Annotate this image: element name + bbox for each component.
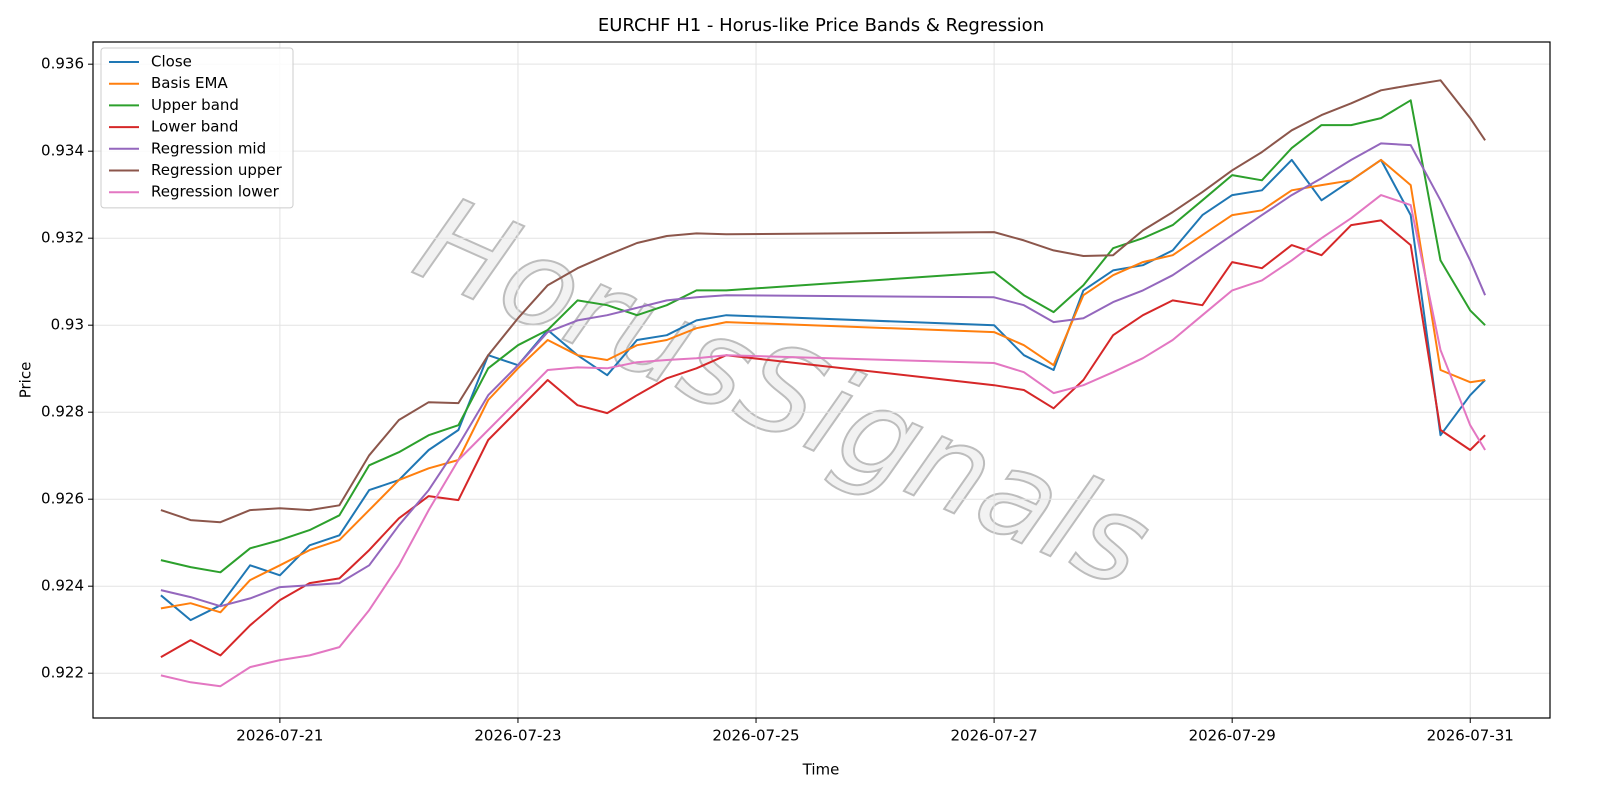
y-tick-label: 0.926 <box>41 490 84 508</box>
plot-frame <box>92 41 1551 719</box>
y-tick-label: 0.928 <box>41 403 84 421</box>
y-tick-label: 0.932 <box>41 229 84 247</box>
grid <box>93 42 1550 718</box>
x-tick-label: 2026-07-27 <box>951 727 1038 745</box>
y-axis-label: Price <box>17 362 35 399</box>
legend-label: Close <box>151 53 192 71</box>
legend: Close Basis EMA Upper band Lower band Regres… <box>100 47 294 209</box>
x-tick-label: 2026-07-23 <box>474 727 561 745</box>
series-line <box>160 79 1486 524</box>
series-line <box>160 158 1486 614</box>
chart-title: EURCHF H1 - Horus-like Price Bands & Reg… <box>598 15 1044 36</box>
x-tick-label: 2026-07-25 <box>712 727 799 745</box>
legend-label: Regression lower <box>151 183 280 201</box>
y-tick-label: 0.934 <box>41 142 84 160</box>
y-tick-label: 0.922 <box>41 664 84 682</box>
lines <box>160 79 1487 688</box>
x-tick-label: 2026-07-29 <box>1189 727 1276 745</box>
y-tick-label: 0.936 <box>41 55 84 73</box>
series-line <box>160 219 1486 658</box>
legend-label: Basis EMA <box>151 74 228 92</box>
legend-label: Lower band <box>151 118 238 136</box>
series-line <box>160 142 1487 608</box>
legend-label: Regression mid <box>151 139 266 157</box>
series-line <box>160 158 1486 622</box>
series-line <box>160 194 1486 688</box>
y-tick-label: 0.93 <box>51 316 84 334</box>
x-tick-label: 2026-07-31 <box>1427 727 1514 745</box>
x-axis-label: Time <box>802 761 840 779</box>
series-line <box>160 99 1486 574</box>
legend-label: Upper band <box>151 96 239 114</box>
legend-box <box>100 47 294 209</box>
x-tick-label: 2026-07-21 <box>236 727 323 745</box>
legend-label: Regression upper <box>151 161 283 179</box>
y-tick-label: 0.924 <box>41 577 84 595</box>
